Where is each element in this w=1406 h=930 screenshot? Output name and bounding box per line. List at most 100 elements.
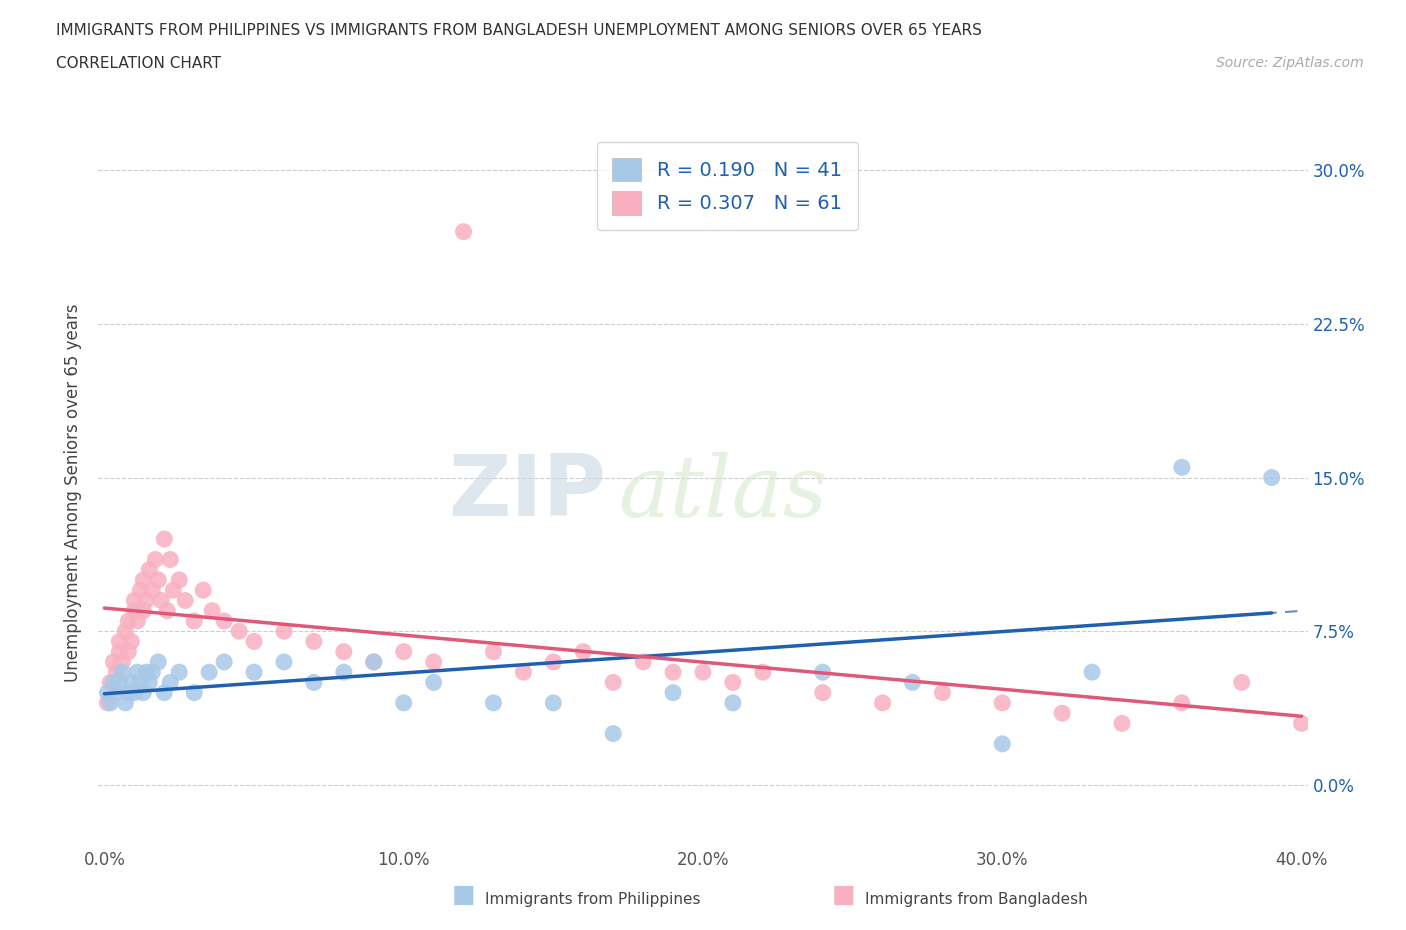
- Point: [453, 224, 475, 239]
- Point: [114, 696, 136, 711]
- Point: [198, 665, 221, 680]
- Text: Immigrants from Bangladesh: Immigrants from Bangladesh: [865, 892, 1087, 907]
- Point: [1260, 470, 1282, 485]
- Point: [273, 655, 295, 670]
- Point: [156, 604, 179, 618]
- Point: [150, 593, 173, 608]
- Point: [1111, 716, 1133, 731]
- Point: [1081, 665, 1104, 680]
- Point: [159, 552, 181, 567]
- Point: [363, 655, 385, 670]
- Point: [228, 624, 250, 639]
- Point: [1171, 459, 1194, 474]
- Point: [721, 696, 744, 711]
- Point: [662, 665, 685, 680]
- Point: [105, 665, 128, 680]
- Y-axis label: Unemployment Among Seniors over 65 years: Unemployment Among Seniors over 65 years: [65, 304, 83, 682]
- Point: [127, 665, 149, 680]
- Point: [991, 696, 1014, 711]
- Point: [124, 593, 146, 608]
- Point: [117, 614, 139, 629]
- Point: [721, 675, 744, 690]
- Point: [138, 675, 160, 690]
- Point: [129, 675, 152, 690]
- Point: [1230, 675, 1253, 690]
- Point: [153, 685, 176, 700]
- Point: [174, 593, 197, 608]
- Point: [148, 573, 170, 588]
- Text: IMMIGRANTS FROM PHILIPPINES VS IMMIGRANTS FROM BANGLADESH UNEMPLOYMENT AMONG SEN: IMMIGRANTS FROM PHILIPPINES VS IMMIGRANT…: [56, 23, 983, 38]
- Point: [141, 583, 163, 598]
- Point: [243, 665, 266, 680]
- Point: [124, 604, 146, 618]
- Text: ■: ■: [453, 883, 475, 907]
- Point: [127, 614, 149, 629]
- Point: [1171, 696, 1194, 711]
- Point: [543, 696, 565, 711]
- Point: [482, 696, 505, 711]
- Point: [108, 634, 131, 649]
- Point: [1050, 706, 1073, 721]
- Point: [100, 696, 122, 711]
- Point: [100, 675, 122, 690]
- Point: [872, 696, 894, 711]
- Point: [167, 665, 190, 680]
- Point: [108, 675, 131, 690]
- Point: [302, 634, 325, 649]
- Point: [132, 573, 155, 588]
- Point: [114, 624, 136, 639]
- Point: [901, 675, 924, 690]
- Point: [572, 644, 595, 659]
- Point: [183, 685, 205, 700]
- Point: [117, 685, 139, 700]
- Point: [148, 655, 170, 670]
- Point: [111, 655, 134, 670]
- Point: [692, 665, 714, 680]
- Point: [162, 583, 184, 598]
- Point: [333, 665, 356, 680]
- Text: Source: ZipAtlas.com: Source: ZipAtlas.com: [1216, 56, 1364, 70]
- Point: [124, 685, 146, 700]
- Point: [212, 655, 235, 670]
- Point: [602, 675, 624, 690]
- Point: [132, 604, 155, 618]
- Point: [129, 583, 152, 598]
- Point: [167, 573, 190, 588]
- Text: ■: ■: [832, 883, 855, 907]
- Text: ZIP: ZIP: [449, 451, 606, 535]
- Point: [183, 614, 205, 629]
- Point: [111, 665, 134, 680]
- Point: [135, 593, 157, 608]
- Point: [273, 624, 295, 639]
- Point: [105, 685, 128, 700]
- Point: [120, 634, 142, 649]
- Point: [96, 685, 118, 700]
- Point: [422, 675, 444, 690]
- Point: [193, 583, 215, 598]
- Point: [482, 644, 505, 659]
- Point: [392, 696, 415, 711]
- Point: [117, 644, 139, 659]
- Text: atlas: atlas: [619, 452, 828, 534]
- Text: CORRELATION CHART: CORRELATION CHART: [56, 56, 221, 71]
- Legend: R = 0.190   N = 41, R = 0.307   N = 61: R = 0.190 N = 41, R = 0.307 N = 61: [596, 142, 858, 231]
- Point: [333, 644, 356, 659]
- Point: [991, 737, 1014, 751]
- Point: [96, 696, 118, 711]
- Point: [752, 665, 775, 680]
- Point: [141, 665, 163, 680]
- Point: [512, 665, 534, 680]
- Point: [143, 552, 166, 567]
- Text: Immigrants from Philippines: Immigrants from Philippines: [485, 892, 700, 907]
- Point: [363, 655, 385, 670]
- Point: [135, 665, 157, 680]
- Point: [302, 675, 325, 690]
- Point: [103, 655, 125, 670]
- Point: [392, 644, 415, 659]
- Point: [120, 675, 142, 690]
- Point: [602, 726, 624, 741]
- Point: [153, 532, 176, 547]
- Point: [108, 644, 131, 659]
- Point: [811, 685, 834, 700]
- Point: [132, 685, 155, 700]
